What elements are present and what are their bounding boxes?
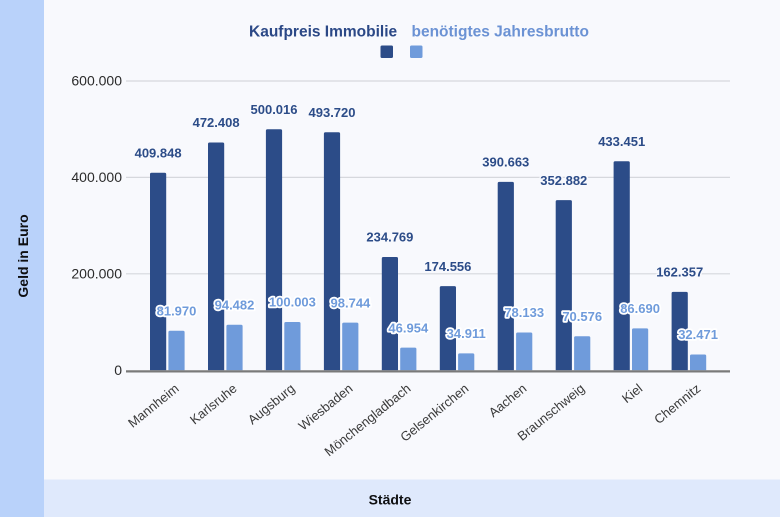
svg-text:98.744: 98.744 (331, 295, 372, 310)
svg-text:600.000: 600.000 (71, 73, 122, 89)
svg-text:Städte: Städte (369, 492, 412, 508)
svg-text:472.408: 472.408 (193, 115, 240, 130)
svg-text:100.003: 100.003 (269, 295, 316, 310)
svg-text:352.882: 352.882 (540, 173, 587, 188)
svg-text:390.663: 390.663 (482, 155, 529, 170)
svg-text:benötigtes Jahresbrutto: benötigtes Jahresbrutto (412, 24, 589, 41)
svg-text:78.133: 78.133 (504, 305, 544, 320)
svg-text:86.690: 86.690 (620, 301, 660, 316)
svg-text:234.769: 234.769 (366, 230, 413, 245)
svg-text:Geld in Euro: Geld in Euro (15, 214, 31, 297)
svg-text:433.451: 433.451 (598, 134, 645, 149)
svg-text:94.482: 94.482 (215, 297, 255, 312)
svg-text:400.000: 400.000 (71, 169, 122, 185)
svg-text:81.970: 81.970 (157, 303, 197, 318)
svg-text:500.016: 500.016 (251, 102, 298, 117)
svg-text:162.357: 162.357 (656, 265, 703, 280)
svg-text:46.954: 46.954 (388, 320, 429, 335)
svg-text:Kaufpreis Immobilie: Kaufpreis Immobilie (249, 24, 398, 41)
svg-text:0: 0 (114, 362, 122, 378)
svg-text:493.720: 493.720 (309, 105, 356, 120)
svg-text:70.576: 70.576 (562, 309, 602, 324)
svg-text:174.556: 174.556 (424, 259, 471, 274)
svg-text:32.471: 32.471 (678, 327, 718, 342)
svg-text:200.000: 200.000 (71, 266, 122, 282)
svg-text:409.848: 409.848 (135, 145, 182, 160)
svg-text:34.911: 34.911 (447, 326, 486, 341)
